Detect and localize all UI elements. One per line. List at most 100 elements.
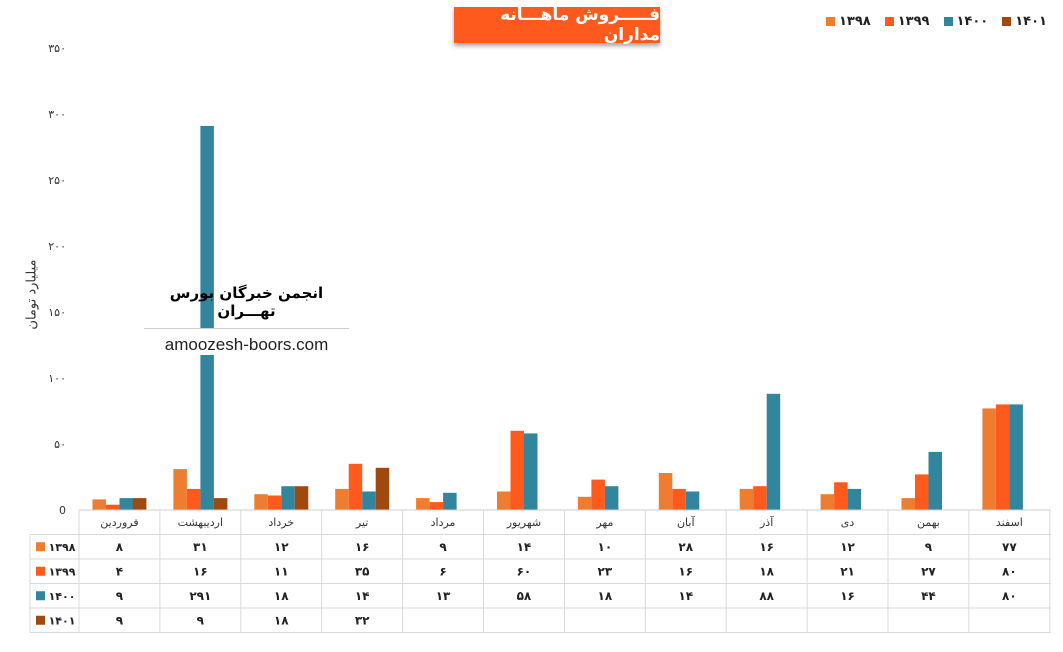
category-label: شهریور	[506, 516, 541, 529]
table-value: ۹	[197, 613, 205, 627]
y-axis-label: میلیارد تومان	[24, 259, 40, 330]
category-label: تیر	[355, 516, 368, 529]
row-label-1400: ۱۴۰۰	[49, 590, 76, 603]
bar-1399	[510, 430, 524, 510]
bar-1399	[915, 474, 929, 510]
bar-1398	[335, 488, 349, 510]
table-value: ۹	[439, 540, 447, 554]
bar-1400	[281, 486, 295, 510]
table-value: ۳۲	[355, 613, 370, 627]
bar-1399	[834, 482, 848, 510]
table-value: ۴	[116, 564, 123, 578]
bar-1400	[119, 498, 133, 510]
y-tick-label: ۳۵۰	[48, 42, 66, 55]
bar-1399	[753, 486, 767, 510]
chart-title: فـــــروش ماهـــانه مداران	[454, 5, 660, 45]
bar-1400	[362, 491, 376, 510]
bar-1400	[685, 491, 700, 510]
row-label-1399: ۱۳۹۹	[49, 565, 76, 578]
row-label-1398: ۱۳۹۸	[49, 541, 76, 554]
bar-1398	[982, 408, 996, 510]
table-value: ۳۱	[193, 540, 208, 554]
bar-1399	[348, 463, 363, 510]
table-value: ۱۱	[274, 564, 289, 578]
bar-1398	[577, 496, 592, 510]
watermark: انجمن خبرگان بورس تهـــران amoozesh-boor…	[144, 284, 349, 355]
bar-1400	[443, 492, 457, 510]
bar-1399	[429, 502, 444, 510]
category-label: آذر	[759, 515, 774, 529]
bar-1400	[1009, 404, 1023, 510]
table-value: ۴۴	[921, 589, 936, 603]
legend-swatch-1398	[826, 17, 835, 26]
y-tick-label: ۵۰	[54, 438, 66, 451]
table-value: ۸۸	[759, 589, 774, 603]
table-value: ۹	[116, 613, 124, 627]
table-value: ۱۴	[355, 589, 370, 603]
category-label: اردیبهشت	[178, 516, 223, 529]
table-value: ۱۶	[678, 564, 693, 578]
bar-1398	[92, 499, 106, 510]
table-value: ۲۱	[840, 564, 855, 578]
bar-1398	[254, 494, 268, 510]
table-value: ۳۵	[355, 564, 370, 578]
table-value: ۶	[439, 564, 446, 578]
bar-1399	[106, 504, 120, 510]
category-label: اسفند	[996, 516, 1023, 529]
bar-1400	[928, 451, 942, 510]
category-label: مهر	[595, 516, 613, 529]
legend-swatch-1401	[1002, 17, 1012, 26]
table-value: ۲۷	[921, 564, 936, 578]
y-tick-label: ۲۰۰	[48, 240, 66, 253]
table-value: ۸۰	[1002, 589, 1017, 603]
legend-label-1398: ۱۳۹۸	[839, 14, 871, 29]
bar-1399	[995, 404, 1010, 510]
bar-1399	[672, 488, 686, 510]
table-value: ۱۸	[598, 589, 613, 603]
table-value: ۱۸	[274, 613, 289, 627]
table-value: ۲۹۱	[189, 589, 211, 603]
row-label-1401: ۱۴۰۱	[49, 614, 76, 627]
row-swatch-1401	[36, 615, 45, 625]
category-label: دی	[841, 516, 855, 529]
table-value: ۱۴	[517, 540, 532, 554]
legend-label-1399: ۱۳۹۹	[897, 14, 930, 29]
bar-1398	[658, 473, 673, 510]
legend-swatch-1399	[884, 17, 894, 26]
legend-item-1400: ۱۴۰۰	[943, 14, 989, 29]
table-value: ۹	[925, 540, 933, 554]
bar-1398	[901, 498, 915, 510]
bar-1400	[847, 488, 862, 510]
table-value: ۱۶	[840, 589, 855, 603]
table-value: ۱۰	[598, 540, 613, 554]
y-tick-label: ۲۵۰	[48, 174, 66, 187]
bar-1398	[820, 494, 835, 510]
bar-1401	[375, 467, 390, 510]
row-swatch-1399	[36, 566, 45, 576]
bar-1400	[524, 433, 538, 510]
y-tick-label: ۳۰۰	[48, 108, 66, 121]
category-label: خرداد	[268, 516, 294, 529]
legend-item-1401: ۱۴۰۱	[1002, 14, 1047, 29]
bar-1398	[416, 498, 430, 510]
category-label: آبان	[677, 515, 695, 529]
watermark-title: انجمن خبرگان بورس تهـــران	[144, 284, 349, 329]
bar-1398	[497, 491, 511, 510]
bar-1401	[294, 486, 309, 510]
table-value: ۱۲	[840, 540, 855, 554]
row-swatch-1400	[36, 591, 45, 601]
table-value: ۱۸	[274, 589, 289, 603]
bar-1400	[200, 125, 214, 511]
y-tick-label: ۱۰۰	[48, 372, 66, 385]
bar-1401	[132, 498, 147, 510]
table-value: ۲۸	[678, 540, 693, 554]
bar-1401	[213, 498, 228, 510]
table-value: ۱۲	[274, 540, 289, 554]
legend-label-1400: ۱۴۰۰	[956, 14, 989, 29]
table-value: ۶۰	[517, 564, 532, 578]
table-value: ۸۰	[1002, 564, 1017, 578]
watermark-url: amoozesh-boors.com	[144, 329, 349, 355]
bar-1400	[604, 486, 619, 510]
bar-1398	[739, 488, 754, 510]
